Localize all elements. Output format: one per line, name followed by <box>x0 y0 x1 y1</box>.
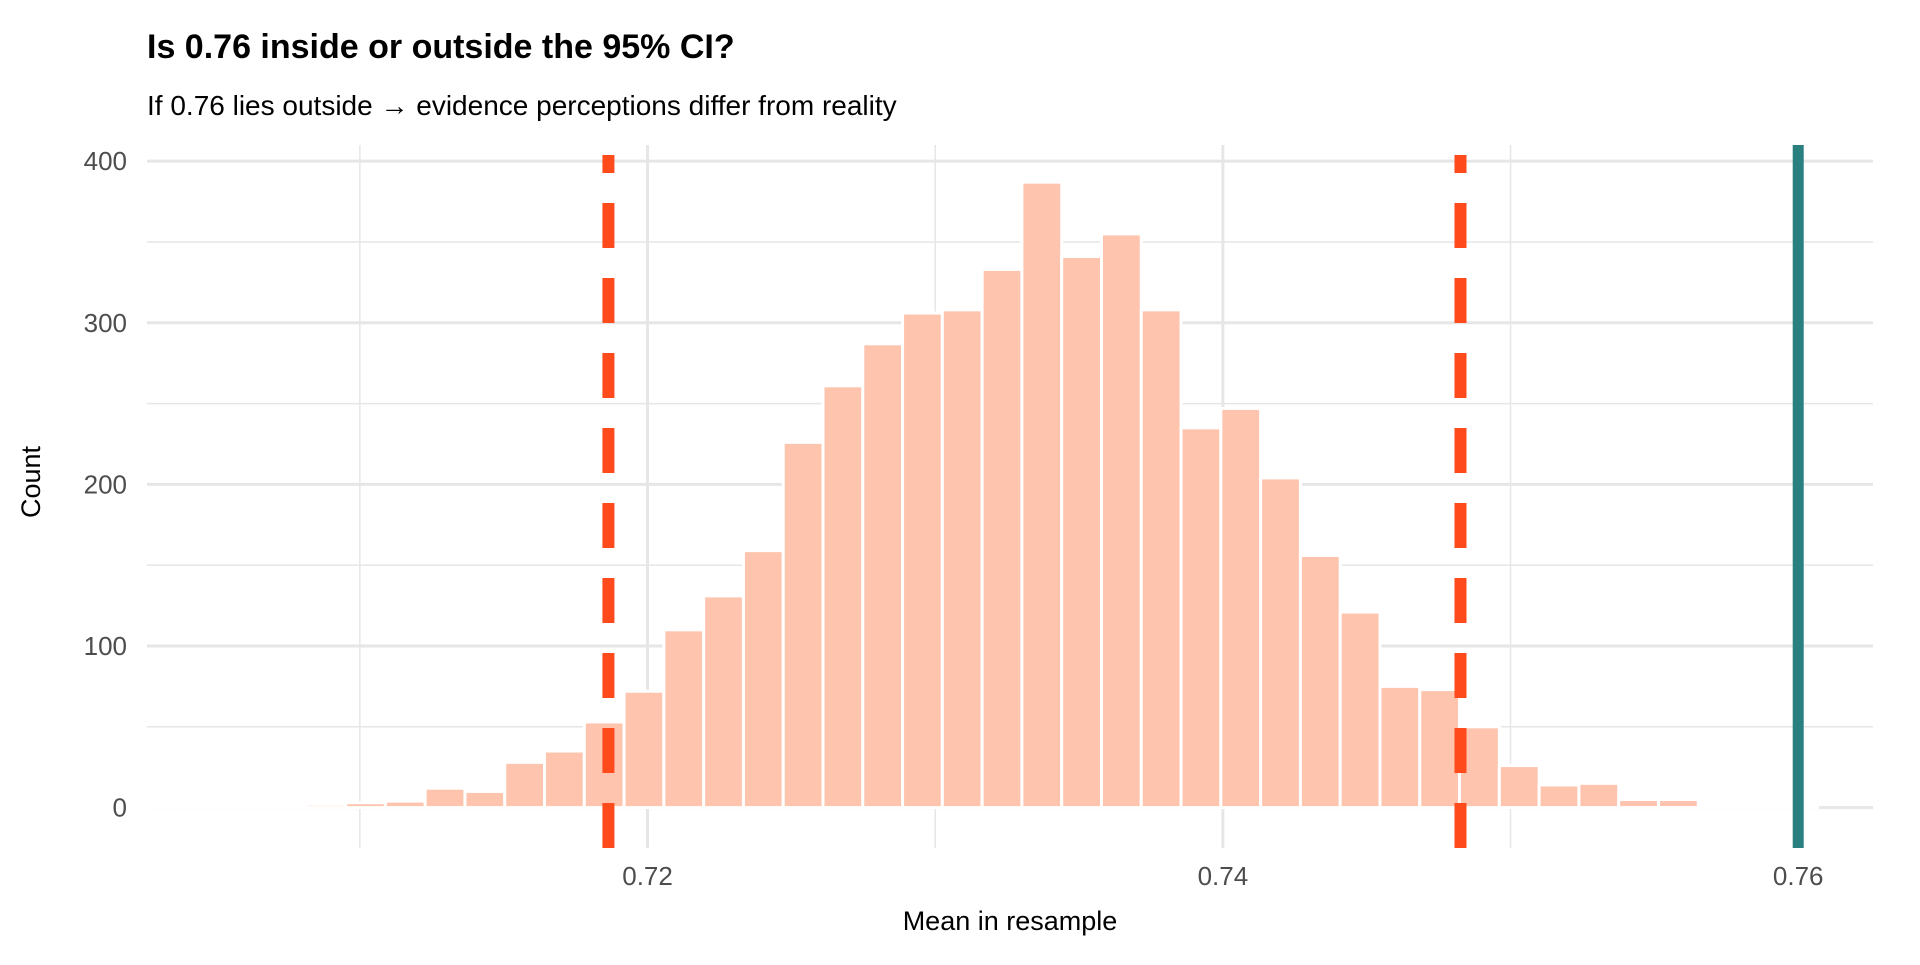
histogram-bar <box>982 269 1022 807</box>
x-tick-label: 0.74 <box>1198 861 1249 891</box>
y-tick-label: 200 <box>84 469 127 499</box>
histogram-bar <box>545 751 585 808</box>
x-tick-label: 0.72 <box>622 861 673 891</box>
histogram-bar <box>1022 182 1062 807</box>
histogram-bar <box>664 630 704 808</box>
x-tick-label: 0.76 <box>1773 861 1824 891</box>
histogram-bar <box>1062 257 1102 808</box>
histogram-bar <box>1539 785 1579 808</box>
histogram-bar <box>1101 234 1141 808</box>
histogram-bar <box>1499 766 1539 808</box>
histogram-bar <box>1300 555 1340 807</box>
histogram-bar <box>743 551 783 808</box>
y-axis-title: Count <box>16 445 46 518</box>
histogram-bar <box>1340 612 1380 808</box>
histogram-bar <box>1619 800 1659 808</box>
histogram-bar <box>624 691 664 807</box>
histogram-bar <box>903 313 943 808</box>
y-tick-label: 300 <box>84 308 127 338</box>
histogram-bar <box>783 442 823 807</box>
histogram-bar <box>1221 408 1261 807</box>
histogram-bar <box>346 803 386 808</box>
histogram-bar <box>306 804 346 807</box>
histogram-bar <box>1181 428 1221 808</box>
histogram-bar <box>704 596 744 808</box>
y-tick-label: 100 <box>84 631 127 661</box>
histogram-bar <box>1380 686 1420 807</box>
histogram-bar <box>1261 478 1301 808</box>
histogram-bar <box>266 806 306 808</box>
histogram-bar <box>1141 310 1181 808</box>
x-axis-title: Mean in resample <box>903 906 1118 936</box>
y-tick-label: 0 <box>113 793 127 823</box>
chart-subtitle: If 0.76 lies outside → evidence percepti… <box>147 90 897 121</box>
histogram-bar <box>385 801 425 807</box>
x-axis-ticks: 0.72 0.74 0.76 <box>622 861 1823 891</box>
chart-title: Is 0.76 inside or outside the 95% CI? <box>147 28 735 66</box>
histogram-bar <box>147 806 187 808</box>
histogram-bar <box>863 344 903 808</box>
histogram-bar <box>425 788 465 807</box>
histogram-bar <box>942 310 982 808</box>
histogram-bar <box>1658 800 1698 808</box>
histogram-bar <box>505 762 545 807</box>
histogram-bar <box>823 386 863 808</box>
histogram-bar <box>1420 690 1460 808</box>
histogram-bar <box>1579 783 1619 807</box>
histogram-bar <box>465 791 505 807</box>
y-axis-ticks: 0 100 200 300 400 <box>84 146 127 822</box>
y-tick-label: 400 <box>84 146 127 176</box>
histogram-bars <box>147 182 1818 807</box>
